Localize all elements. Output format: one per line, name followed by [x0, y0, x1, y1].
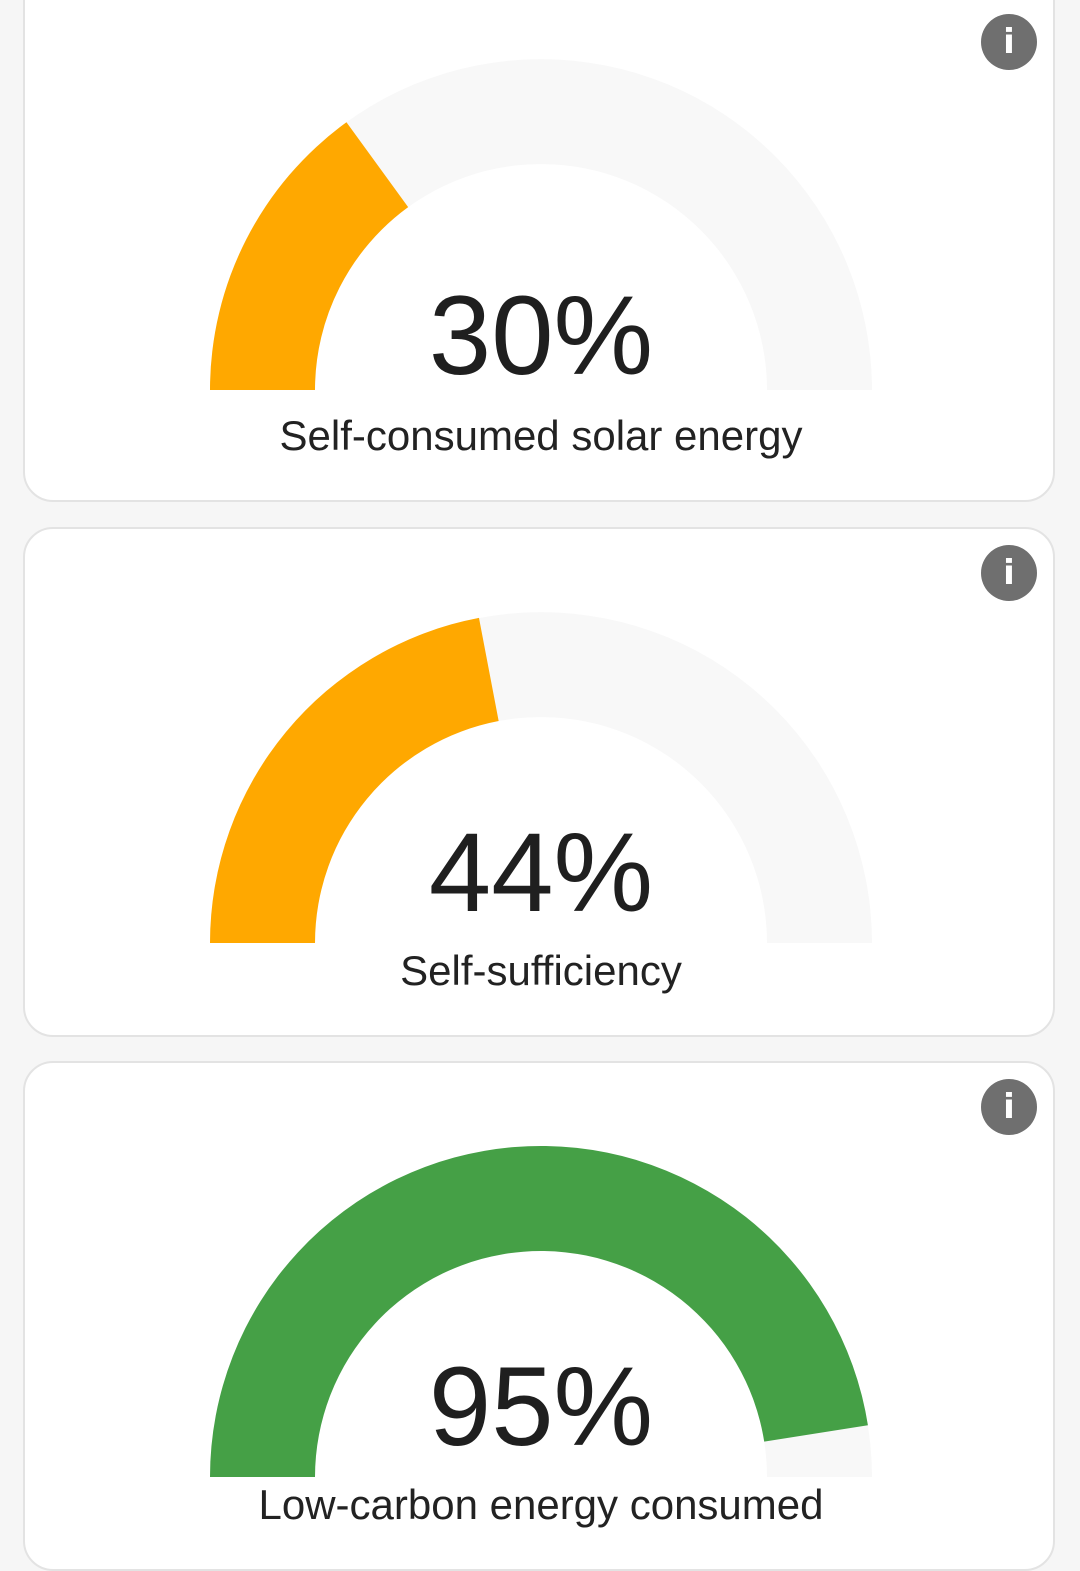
gauge-low-carbon	[210, 1145, 872, 1477]
gauge-track	[210, 59, 872, 390]
gauge-label: Low-carbon energy consumed	[258, 1481, 824, 1528]
gauge-label: Self-consumed solar energy	[279, 412, 803, 459]
gauge-fill	[210, 1145, 868, 1477]
gauge-value: 95%	[428, 1344, 654, 1469]
info-icon[interactable]: i	[981, 545, 1037, 601]
gauge-self-sufficiency	[210, 612, 872, 943]
info-icon[interactable]: i	[981, 14, 1037, 70]
gauge-fill	[210, 617, 499, 943]
gauge-card-low-carbon: 95% Low-carbon energy consumed i	[23, 1061, 1055, 1571]
gauge-card-self-sufficiency: 44% Self-sufficiency i	[23, 527, 1055, 1037]
gauge-value: 44%	[428, 810, 654, 935]
info-icon[interactable]: i	[981, 1079, 1037, 1135]
gauge-card-self-consumed: 30% Self-consumed solar energy i	[23, 0, 1055, 502]
gauge-label: Self-sufficiency	[400, 947, 682, 994]
gauge-self-consumed	[210, 59, 872, 390]
gauge-value: 30%	[428, 273, 654, 398]
gauge-fill	[210, 122, 409, 390]
